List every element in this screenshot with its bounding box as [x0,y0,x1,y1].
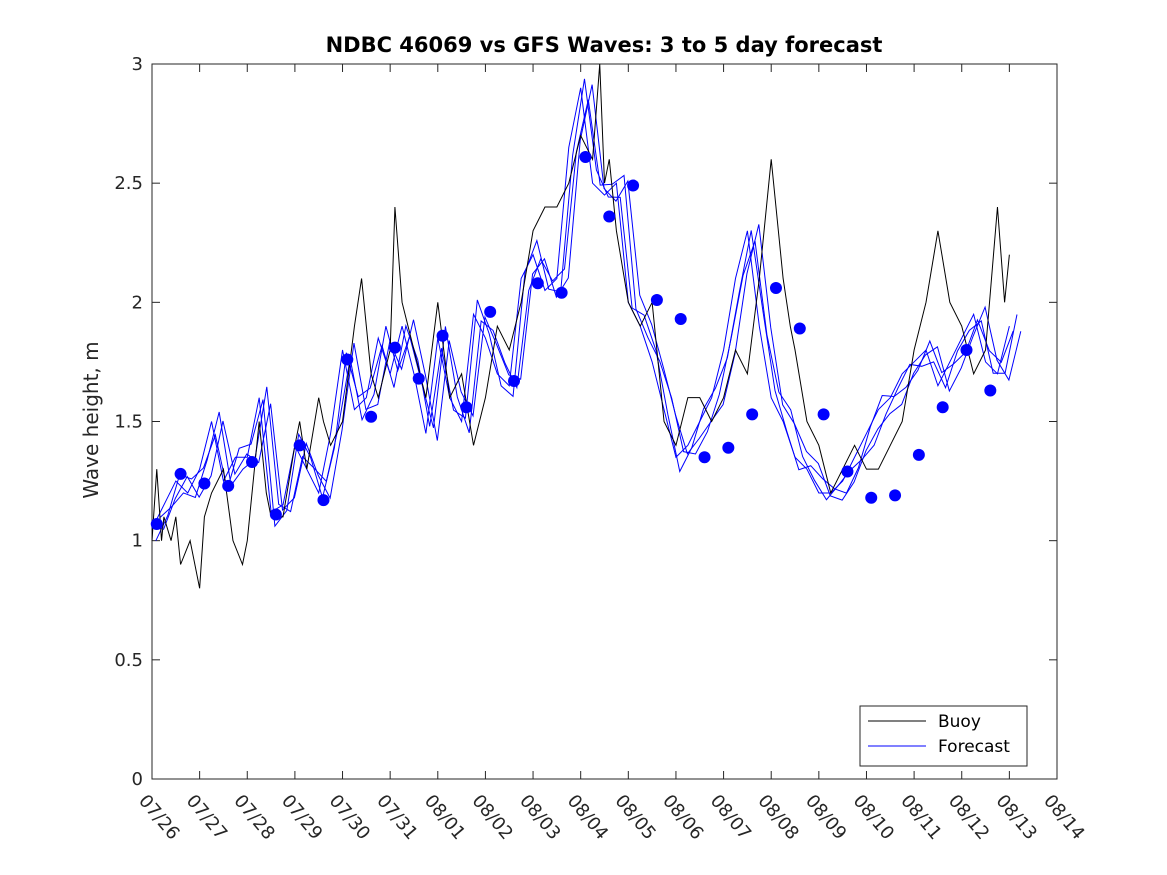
forecast-marker [341,353,354,366]
forecast-marker [293,439,306,452]
forecast-marker [603,210,616,223]
y-axis-label: Wave height, m [79,341,103,498]
y-tick-label: 0.5 [114,650,143,671]
forecast-marker [174,467,187,480]
forecast-marker [317,494,330,507]
forecast-marker [555,286,568,299]
forecast-marker [627,179,640,192]
forecast-line [159,99,1018,519]
legend-buoy-label: Buoy [938,712,981,732]
forecast-marker [436,329,449,342]
forecast-marker [412,372,425,385]
chart-title: NDBC 46069 vs GFS Waves: 3 to 5 day fore… [326,33,883,57]
forecast-line [162,84,1022,530]
forecast-marker [484,305,497,318]
forecast-marker [865,491,878,504]
y-tick-label: 1.5 [114,412,143,433]
forecast-marker [698,451,711,464]
forecast-marker [508,374,520,387]
forecast-marker [460,401,473,414]
forecast-marker [793,322,806,335]
plot-area: 00.511.522.5307/2607/2707/2807/2907/3007… [114,54,1088,844]
legend: Buoy Forecast [859,705,1028,767]
forecast-marker [841,465,854,478]
forecast-marker [722,441,735,454]
forecast-marker [960,344,973,356]
forecast-marker [222,479,235,492]
y-tick-label: 2 [132,292,143,313]
y-tick-label: 3 [132,54,143,75]
y-tick-label: 0 [132,769,143,790]
y-tick-label: 2.5 [114,173,143,194]
forecast-marker [889,489,902,502]
forecast-marker [650,293,663,306]
forecast-marker [936,401,949,414]
forecast-marker [365,410,378,423]
forecast-marker [674,313,687,326]
forecast-marker [531,277,544,290]
legend-forecast-label: Forecast [938,737,1010,757]
y-tick-label: 1 [132,531,143,552]
forecast-marker [746,408,759,421]
forecast-marker [984,384,997,397]
forecast-marker [246,456,259,469]
forecast-marker [150,517,163,530]
forecast-marker [388,341,401,354]
forecast-marker [579,150,592,163]
forecast-marker [198,477,211,490]
forecast-line [155,78,1014,541]
forecast-marker [769,282,782,295]
forecast-marker [269,508,282,521]
forecast-marker [817,408,830,421]
legend-box [859,705,1028,767]
forecast-marker [912,448,925,461]
